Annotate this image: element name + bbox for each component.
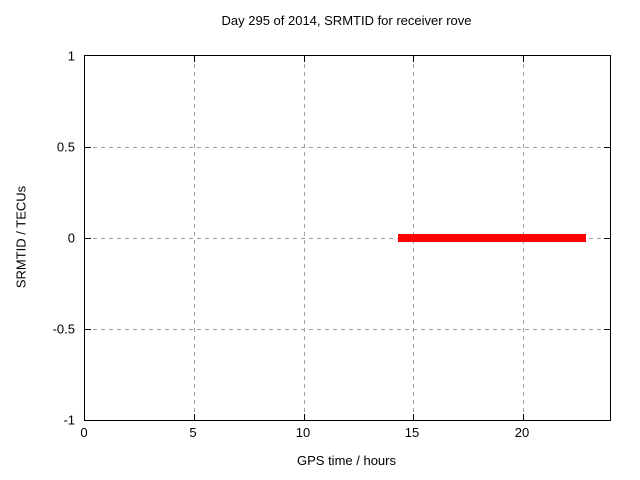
x-tick-top	[413, 56, 414, 62]
x-tick-label: 15	[404, 425, 420, 440]
grid-line-y-0.5	[85, 147, 610, 148]
y-tick-label: 0	[67, 230, 75, 246]
y-tick-label: -0.5	[52, 321, 75, 337]
x-tick-bottom	[523, 414, 524, 420]
y-tick-right	[604, 147, 610, 148]
y-tick-left	[85, 238, 91, 239]
y-tick-label: -1	[63, 412, 75, 428]
x-tick-top	[523, 56, 524, 62]
y-tick-left	[85, 329, 91, 330]
y-tick-right	[604, 329, 610, 330]
x-tick-bottom	[304, 414, 305, 420]
x-tick-label: 0	[80, 425, 88, 440]
x-tick-bottom	[413, 414, 414, 420]
x-tick-top	[304, 56, 305, 62]
x-tick-label: 10	[295, 425, 311, 440]
chart-title: Day 295 of 2014, SRMTID for receiver rov…	[221, 13, 472, 28]
plot-area	[84, 55, 611, 421]
x-tick-label: 20	[514, 425, 530, 440]
x-tick-bottom	[194, 414, 195, 420]
y-tick-label: 0.5	[56, 139, 75, 155]
x-tick-top	[194, 56, 195, 62]
grid-line-y-0	[85, 238, 610, 239]
x-axis-label: GPS time / hours	[297, 453, 396, 468]
y-tick-label: 1	[67, 48, 75, 64]
y-axis-label: SRMTID / TECUs	[13, 185, 29, 289]
grid-line-y--0.5	[85, 329, 610, 330]
x-tick-label: 5	[189, 425, 197, 440]
y-tick-right	[604, 238, 610, 239]
y-tick-left	[85, 147, 91, 148]
series-line-srmtid	[398, 234, 586, 242]
